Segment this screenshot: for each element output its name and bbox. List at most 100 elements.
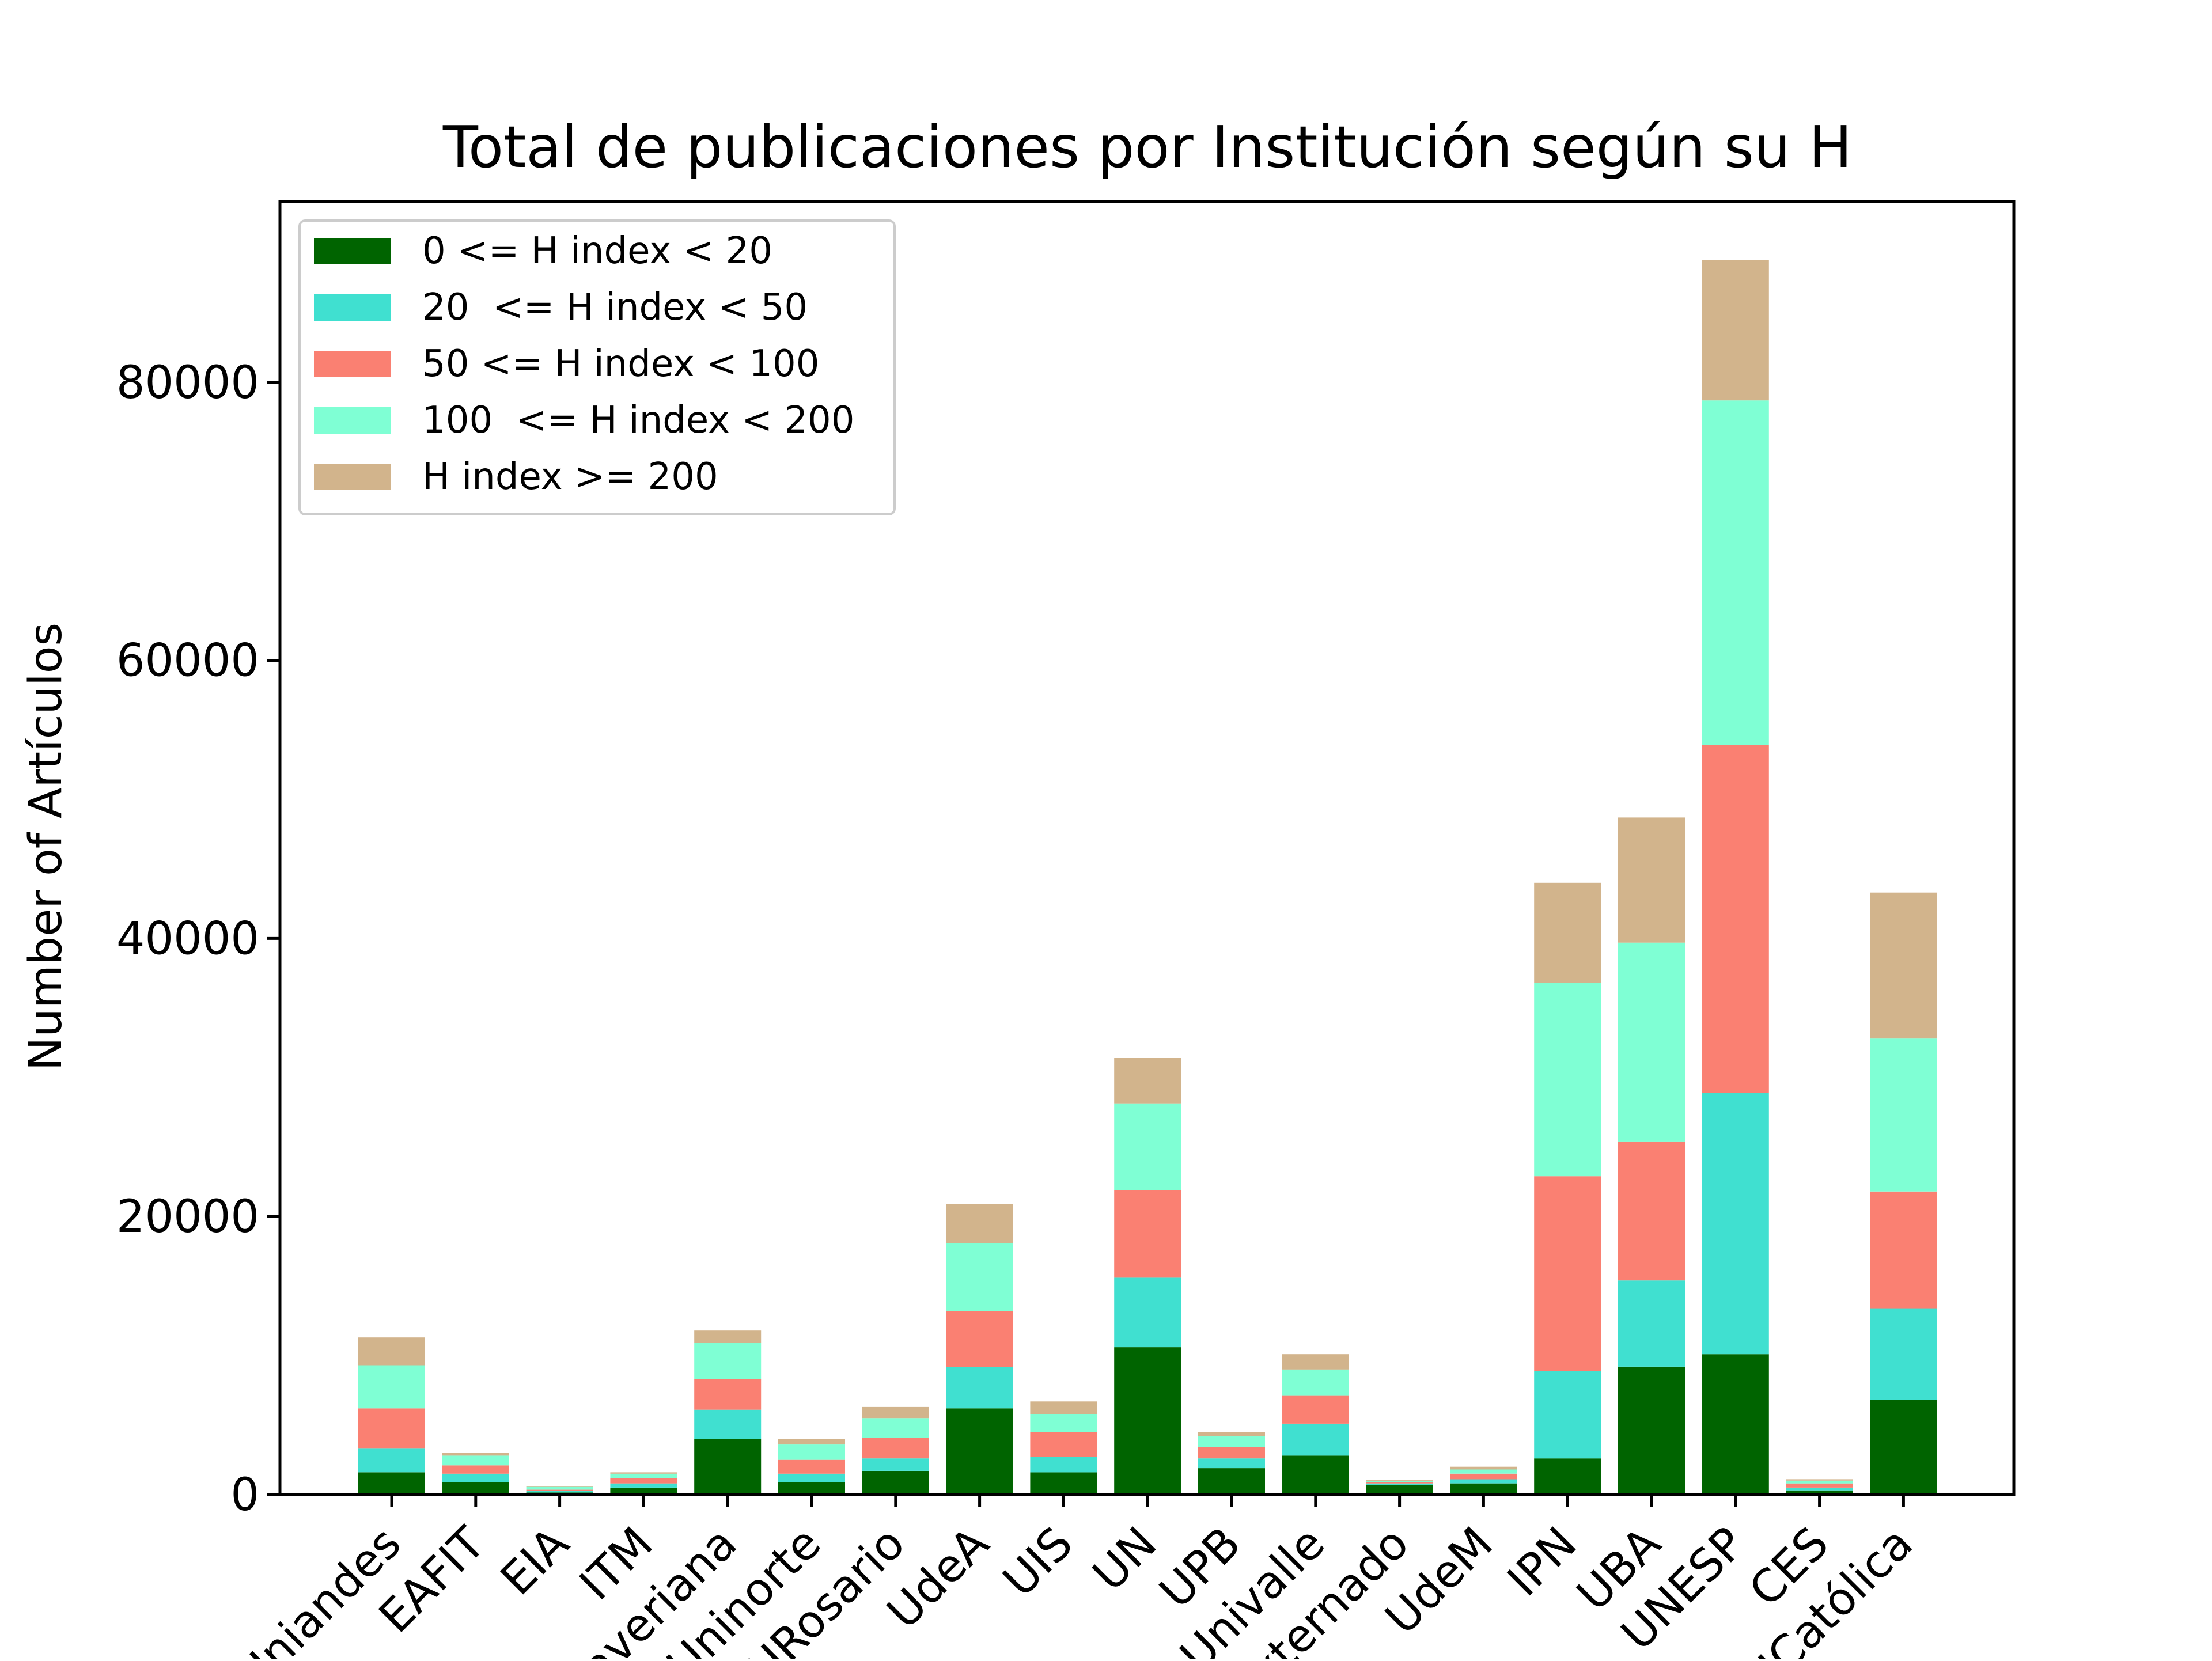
bar-segment-5 <box>1366 1480 1433 1481</box>
legend-frame <box>298 219 896 515</box>
bar-segment-2 <box>358 1448 425 1473</box>
bar-segment-2 <box>610 1483 677 1488</box>
legend-label: 50 <= H index < 100 <box>422 343 819 385</box>
bar-segment-5 <box>862 1406 929 1419</box>
legend: 0 <= H index < 20 20 <= H index < 50 50 <=… <box>298 219 896 515</box>
bar-segment-1 <box>1282 1455 1349 1495</box>
bar-segment-2 <box>1282 1423 1349 1456</box>
bar-segment-3 <box>862 1438 929 1459</box>
bar-segment-3 <box>1114 1190 1181 1278</box>
bar-segment-3 <box>1366 1482 1433 1484</box>
bar-segment-5 <box>1030 1401 1097 1414</box>
bar-segment-4 <box>610 1473 677 1478</box>
bar-segment-5 <box>1786 1479 1853 1481</box>
bar-segment-2 <box>1114 1277 1181 1348</box>
bar-segment-2 <box>862 1458 929 1471</box>
bar-segment-2 <box>1618 1280 1685 1367</box>
bar-segment-3 <box>1786 1483 1853 1488</box>
bar-segment-4 <box>1030 1414 1097 1432</box>
legend-swatch <box>314 238 391 264</box>
bar-segment-4 <box>1702 400 1769 745</box>
bar-segment-1 <box>1702 1354 1769 1495</box>
bar-segment-3 <box>1870 1191 1937 1309</box>
bar-segment-5 <box>1198 1432 1265 1436</box>
bar-segment-4 <box>442 1455 509 1466</box>
bar-segment-3 <box>778 1459 845 1474</box>
bars-layer <box>358 260 1937 1495</box>
bar-segment-5 <box>1114 1058 1181 1104</box>
bar-segment-4 <box>1450 1469 1517 1474</box>
bar-segment-1 <box>1114 1347 1181 1495</box>
y-tick-label: 40000 <box>116 913 259 965</box>
bar-segment-4 <box>1366 1480 1433 1482</box>
bar-segment-2 <box>1450 1479 1517 1484</box>
bar-segment-2 <box>1534 1371 1601 1459</box>
bar-segment-2 <box>694 1409 762 1439</box>
bar-segment-4 <box>1198 1436 1265 1447</box>
bar-segment-2 <box>946 1366 1013 1409</box>
bar-segment-3 <box>1198 1447 1265 1459</box>
bar-segment-1 <box>694 1439 762 1495</box>
bar-segment-2 <box>778 1473 845 1482</box>
bar-segment-1 <box>1786 1490 1853 1495</box>
bar-segment-5 <box>778 1439 845 1445</box>
bar-segment-2 <box>1030 1457 1097 1473</box>
bar-segment-4 <box>1534 983 1601 1177</box>
bar-segment-5 <box>946 1204 1013 1243</box>
bar-segment-2 <box>1366 1483 1433 1485</box>
bar-segment-3 <box>526 1489 593 1491</box>
chart-title: Total de publicaciones por Institución s… <box>442 113 1852 181</box>
bar-segment-2 <box>1702 1093 1769 1355</box>
legend-label: H index >= 200 <box>422 456 718 498</box>
bar-segment-5 <box>358 1337 425 1366</box>
bar-segment-1 <box>946 1408 1013 1495</box>
legend-items: 0 <= H index < 20 20 <= H index < 50 50 <=… <box>314 230 854 498</box>
legend-swatch <box>314 464 391 490</box>
bar-segment-1 <box>1450 1483 1517 1495</box>
bar-segment-4 <box>1114 1103 1181 1190</box>
bar-segment-5 <box>1450 1466 1517 1470</box>
legend-swatch <box>314 351 391 377</box>
y-axis-label: Number of Artículos <box>20 623 72 1071</box>
y-axis-ticks: 0 20000 40000 60000 80000 <box>116 357 280 1521</box>
bar-segment-3 <box>1030 1432 1097 1457</box>
bar-segment-3 <box>1450 1473 1517 1480</box>
bar-segment-1 <box>1366 1485 1433 1495</box>
bar-segment-1 <box>778 1482 845 1495</box>
legend-label: 100 <= H index < 200 <box>422 399 854 442</box>
bar-segment-1 <box>1198 1468 1265 1495</box>
bar-segment-5 <box>1534 882 1601 983</box>
bar-segment-3 <box>694 1379 762 1410</box>
bar-segment-1 <box>1618 1366 1685 1495</box>
plot-area-frame <box>278 200 2016 1496</box>
bar-segment-2 <box>1198 1458 1265 1469</box>
legend-swatch <box>314 407 391 434</box>
bar-segment-3 <box>1282 1395 1349 1424</box>
bar-segment-3 <box>610 1478 677 1484</box>
bar-segment-3 <box>358 1408 425 1449</box>
legend-swatch <box>314 294 391 321</box>
bar-segment-3 <box>1702 745 1769 1093</box>
bar-segment-3 <box>946 1311 1013 1367</box>
bar-segment-4 <box>358 1365 425 1409</box>
bar-segment-1 <box>1030 1472 1097 1495</box>
bar-segment-1 <box>358 1472 425 1495</box>
bar-segment-1 <box>1534 1458 1601 1495</box>
legend-label: 0 <= H index < 20 <box>422 230 772 272</box>
bar-segment-5 <box>694 1330 762 1343</box>
bar-segment-4 <box>694 1343 762 1379</box>
y-tick-label: 80000 <box>116 357 259 409</box>
bar-segment-1 <box>442 1482 509 1495</box>
bar-segment-5 <box>526 1486 593 1487</box>
bar-segment-1 <box>862 1471 929 1495</box>
y-tick-label: 0 <box>230 1469 259 1521</box>
bar-segment-5 <box>1618 817 1685 943</box>
bar-segment-1 <box>1870 1400 1937 1495</box>
bar-segment-5 <box>1702 260 1769 401</box>
bar-segment-5 <box>442 1453 509 1456</box>
y-tick-label: 60000 <box>116 635 259 687</box>
bar-segment-4 <box>946 1243 1013 1311</box>
bar-segment-4 <box>1786 1480 1853 1484</box>
